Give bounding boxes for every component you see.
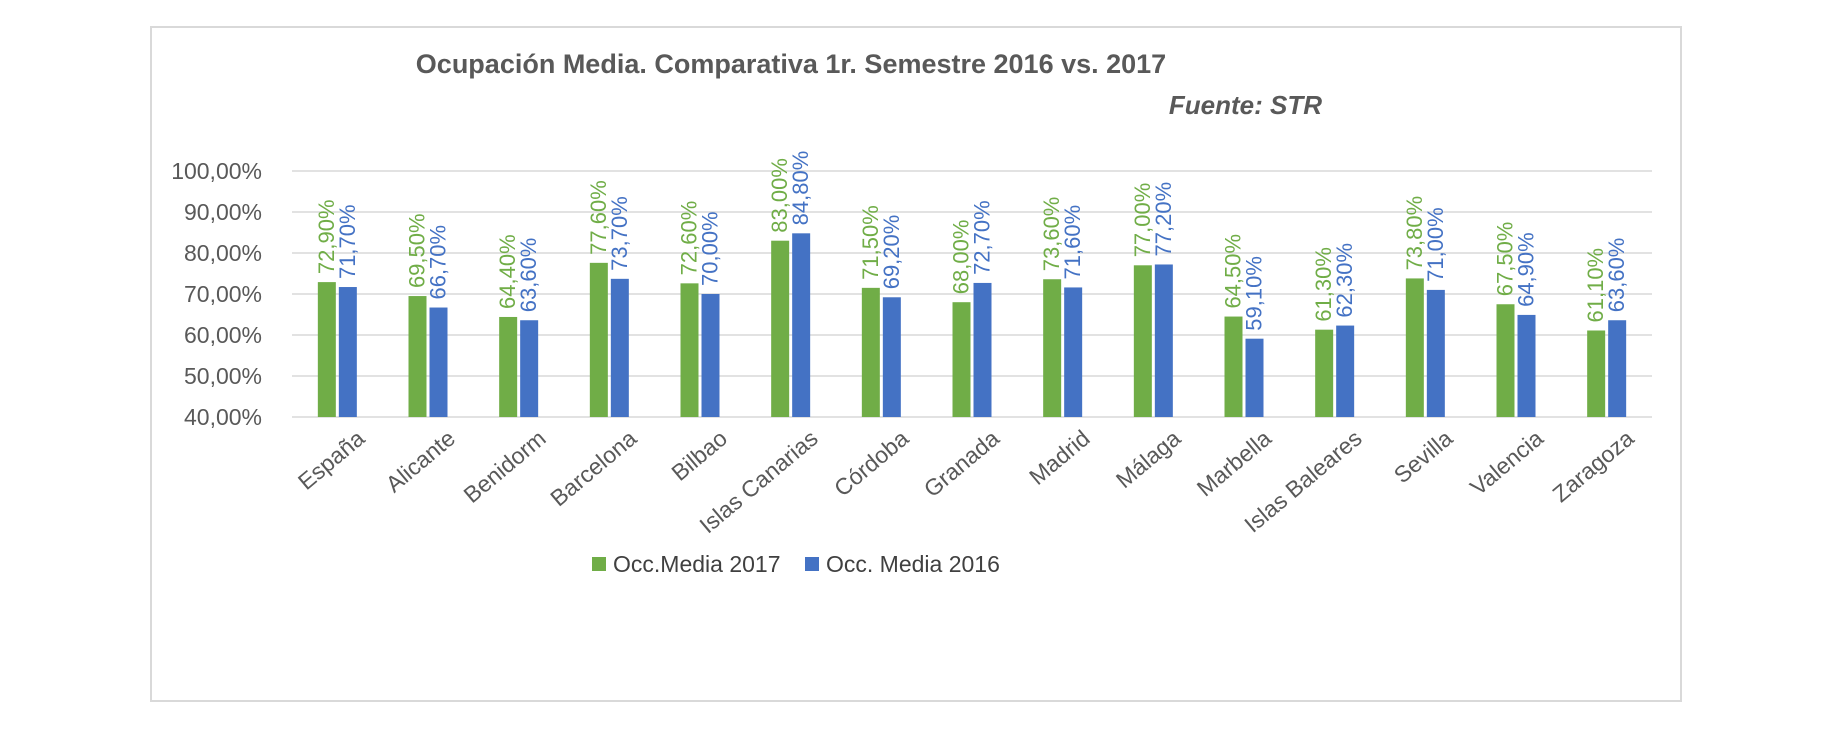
bar bbox=[1608, 320, 1627, 417]
category-label: Málaga bbox=[1111, 425, 1186, 494]
bar bbox=[1224, 316, 1243, 417]
data-label: 71,00% bbox=[1423, 207, 1448, 282]
data-label: 83,00% bbox=[767, 158, 792, 233]
data-label: 67,50% bbox=[1493, 222, 1518, 297]
category-label: Madrid bbox=[1024, 425, 1095, 490]
legend: Occ.Media 2017 Occ. Media 2016 bbox=[592, 551, 1000, 577]
data-label: 72,60% bbox=[677, 201, 702, 276]
data-label: 84,80% bbox=[788, 151, 813, 226]
data-label: 77,60% bbox=[586, 180, 611, 255]
data-label: 62,30% bbox=[1332, 243, 1357, 318]
bar bbox=[499, 316, 518, 417]
bar bbox=[408, 296, 427, 417]
legend-label: Occ.Media 2017 bbox=[613, 551, 780, 577]
legend-swatch bbox=[805, 557, 819, 571]
category-label: Marbella bbox=[1192, 425, 1276, 502]
data-label: 63,60% bbox=[516, 238, 541, 313]
category-label: Granada bbox=[919, 425, 1004, 503]
bar bbox=[1064, 287, 1083, 417]
bar bbox=[1496, 304, 1515, 417]
data-label: 71,70% bbox=[335, 204, 360, 279]
bar bbox=[701, 294, 720, 417]
bar bbox=[1133, 265, 1152, 417]
bar bbox=[610, 278, 629, 417]
bar bbox=[338, 287, 357, 417]
y-tick-label: 90,00% bbox=[184, 199, 262, 225]
category-label: Sevilla bbox=[1389, 425, 1458, 489]
bar bbox=[771, 240, 790, 417]
data-label: 71,60% bbox=[1060, 205, 1085, 280]
data-label: 63,60% bbox=[1604, 238, 1629, 313]
legend-swatch bbox=[592, 557, 606, 571]
bar bbox=[520, 320, 539, 417]
data-label: 72,90% bbox=[314, 199, 339, 274]
data-label: 66,70% bbox=[426, 225, 451, 300]
data-label: 72,70% bbox=[970, 200, 995, 275]
category-label: Córdoba bbox=[829, 425, 913, 502]
category-label: Bilbao bbox=[666, 425, 732, 486]
data-label: 64,40% bbox=[495, 234, 520, 309]
bar bbox=[792, 233, 811, 417]
chart-frame: Ocupación Media. Comparativa 1r. Semestr… bbox=[150, 26, 1682, 702]
y-tick-label: 100,00% bbox=[171, 158, 262, 184]
category-label: Alicante bbox=[381, 425, 460, 498]
data-label: 73,80% bbox=[1402, 196, 1427, 271]
data-label: 73,70% bbox=[607, 196, 632, 271]
data-label: 71,50% bbox=[858, 205, 883, 280]
bar bbox=[882, 297, 901, 417]
chart-subtitle: Fuente: STR bbox=[1169, 90, 1322, 120]
y-tick-label: 40,00% bbox=[184, 404, 262, 430]
data-label: 61,10% bbox=[1583, 248, 1608, 323]
data-labels: 72,90%71,70% 69,50%66,70% 64,40%63,60%77,6… bbox=[314, 151, 1629, 331]
data-label: 64,90% bbox=[1514, 232, 1539, 307]
bar bbox=[317, 282, 336, 417]
data-label: 69,50% bbox=[405, 213, 430, 288]
occupancy-bar-chart: Ocupación Media. Comparativa 1r. Semestr… bbox=[171, 49, 1652, 577]
bar bbox=[952, 302, 971, 417]
data-label: 59,10% bbox=[1242, 256, 1267, 331]
y-tick-label: 60,00% bbox=[184, 322, 262, 348]
bar bbox=[429, 307, 448, 417]
bar bbox=[1043, 279, 1062, 417]
bar bbox=[680, 283, 699, 417]
data-label: 70,00% bbox=[698, 211, 723, 286]
y-tick-label: 70,00% bbox=[184, 281, 262, 307]
y-tick-label: 50,00% bbox=[184, 363, 262, 389]
bars bbox=[317, 233, 1627, 417]
category-label: España bbox=[293, 425, 370, 495]
data-label: 64,50% bbox=[1221, 234, 1246, 309]
bar bbox=[1336, 325, 1355, 417]
data-label: 68,00% bbox=[949, 220, 974, 295]
bar bbox=[861, 287, 880, 417]
data-label: 77,20% bbox=[1151, 182, 1176, 257]
bar bbox=[589, 262, 608, 417]
bar bbox=[973, 282, 992, 417]
bar bbox=[1587, 330, 1606, 417]
category-label: Zaragoza bbox=[1548, 425, 1639, 508]
data-label: 69,20% bbox=[879, 215, 904, 290]
category-label: Benidorm bbox=[459, 425, 551, 508]
bar bbox=[1245, 338, 1264, 417]
y-axis-ticks: 40,00% 50,00% 60,00% 70,00% 80,00% 90,00% 100,… bbox=[171, 158, 262, 430]
bar bbox=[1517, 314, 1536, 417]
bar bbox=[1154, 264, 1173, 417]
gridlines bbox=[292, 170, 1652, 418]
category-label: Valencia bbox=[1465, 425, 1548, 501]
bar bbox=[1426, 289, 1445, 417]
y-tick-label: 80,00% bbox=[184, 240, 262, 266]
data-label: 73,60% bbox=[1039, 197, 1064, 272]
data-label: 61,30% bbox=[1311, 247, 1336, 322]
bar bbox=[1315, 329, 1334, 417]
bar bbox=[1405, 278, 1424, 417]
data-label: 77,00% bbox=[1130, 183, 1155, 258]
category-label: Barcelona bbox=[545, 425, 641, 512]
chart-title: Ocupación Media. Comparativa 1r. Semestr… bbox=[416, 49, 1166, 79]
legend-label: Occ. Media 2016 bbox=[826, 551, 1000, 577]
